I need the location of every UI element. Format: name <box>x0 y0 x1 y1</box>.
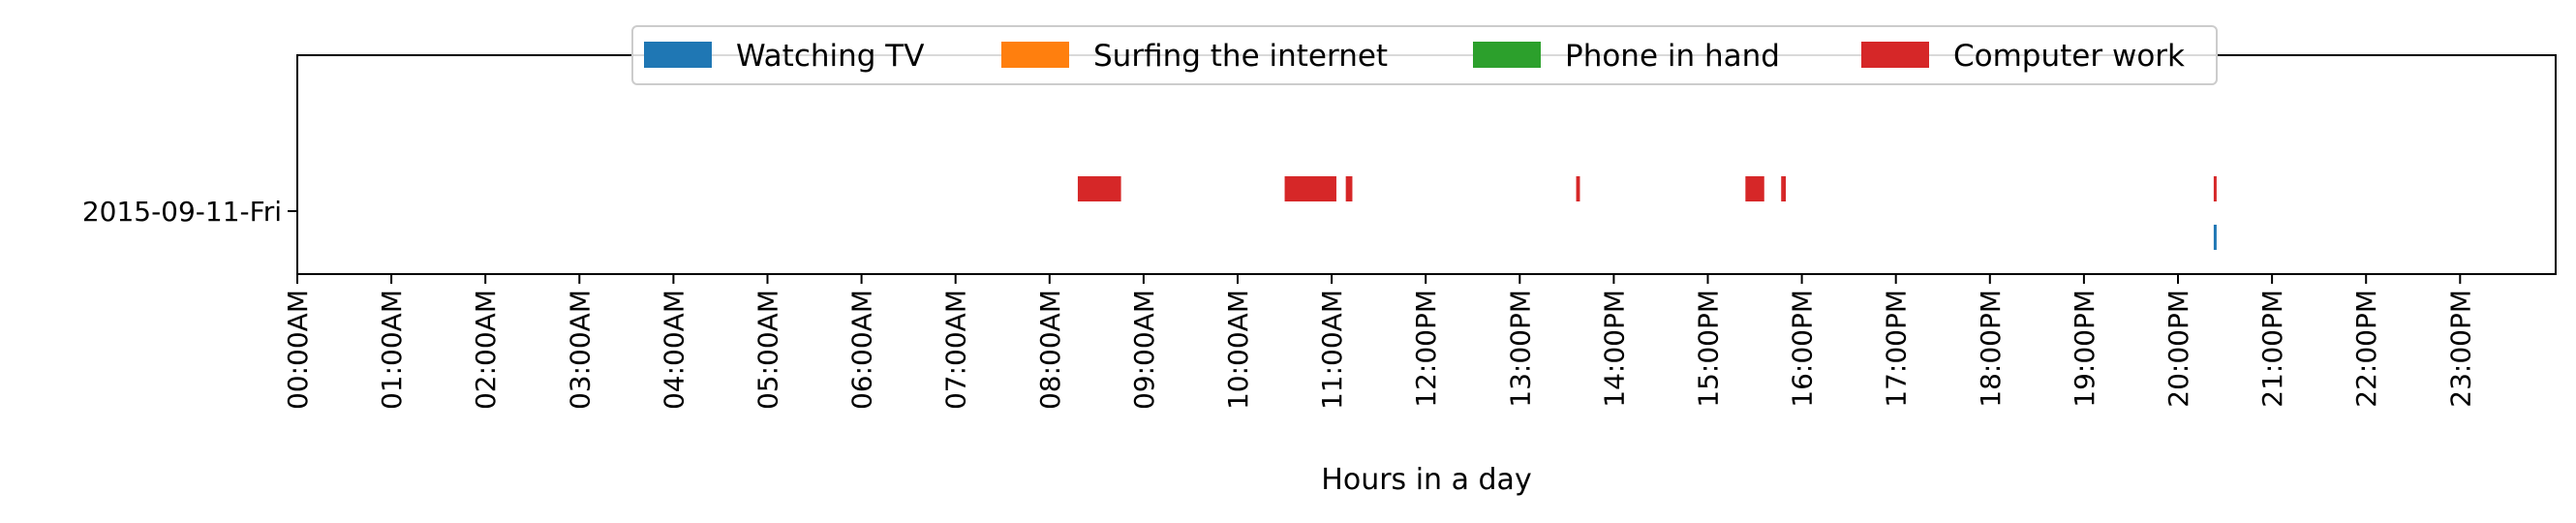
x-tick-label: 21:00PM <box>2256 290 2288 408</box>
x-tick-label: 23:00PM <box>2444 290 2476 408</box>
legend-label: Computer work <box>1953 39 2185 74</box>
activity-segment <box>1345 176 1353 201</box>
x-tick-label: 13:00PM <box>1504 290 1536 408</box>
activity-segment <box>2213 176 2217 201</box>
x-tick-label: 14:00PM <box>1598 290 1630 408</box>
x-tick-label: 11:00AM <box>1316 290 1348 410</box>
x-tick-label: 19:00PM <box>2069 290 2101 408</box>
activity-bars <box>1077 176 2217 250</box>
x-tick-label: 10:00AM <box>1222 290 1254 410</box>
x-tick-label: 02:00AM <box>470 290 502 410</box>
legend-box <box>631 25 2218 85</box>
legend-swatch <box>644 42 712 68</box>
activity-segment <box>1284 176 1336 201</box>
legend-swatch <box>1861 42 1929 68</box>
x-tick-label: 04:00AM <box>658 290 690 410</box>
x-tick-label: 15:00PM <box>1693 290 1725 408</box>
activity-segment <box>1077 176 1121 201</box>
legend-label: Watching TV <box>736 39 924 74</box>
x-tick-label: 06:00AM <box>846 290 878 410</box>
x-tick-label: 09:00AM <box>1128 290 1160 410</box>
activity-segment <box>1745 176 1764 201</box>
legend-swatch <box>1473 42 1541 68</box>
legend-label: Surfing the internet <box>1093 39 1388 74</box>
x-tick-label: 17:00PM <box>1881 290 1913 408</box>
legend: Watching TV Surfing the internet Phone in … <box>631 25 2218 85</box>
activity-segment <box>2213 225 2217 250</box>
x-tick-label: 07:00AM <box>940 290 972 410</box>
x-tick-label: 03:00AM <box>564 290 596 410</box>
x-tick-label: 20:00PM <box>2162 290 2194 408</box>
legend-swatch <box>1001 42 1069 68</box>
activity-segment <box>1781 176 1787 201</box>
x-axis-ticks: 00:00AM 01:00AM 02:00AM 03:00AM 04:00AM 05:00… <box>282 274 2476 410</box>
legend-label: Phone in hand <box>1565 39 1780 74</box>
activity-segment <box>1576 176 1580 201</box>
x-tick-label: 16:00PM <box>1787 290 1819 408</box>
x-tick-label: 18:00PM <box>1975 290 2007 408</box>
x-tick-label: 01:00AM <box>376 290 408 410</box>
x-tick-label: 22:00PM <box>2350 290 2382 408</box>
y-axis-ticks: 2015-09-11-Fri <box>82 196 297 228</box>
plot-area <box>297 55 2556 274</box>
x-tick-label: 05:00AM <box>752 290 784 410</box>
x-tick-label: 00:00AM <box>282 290 314 410</box>
x-axis-label: Hours in a day <box>1321 463 1531 497</box>
x-tick-label: 08:00AM <box>1034 290 1066 410</box>
y-tick-label: 2015-09-11-Fri <box>82 196 282 228</box>
x-tick-label: 12:00PM <box>1410 290 1442 408</box>
